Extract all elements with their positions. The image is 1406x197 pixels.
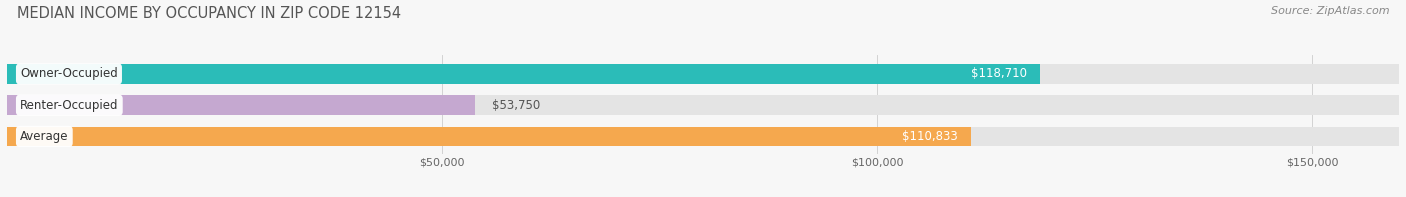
Bar bbox=[7, 96, 1399, 115]
Text: $118,710: $118,710 bbox=[970, 67, 1026, 80]
Bar bbox=[7, 127, 972, 146]
Text: MEDIAN INCOME BY OCCUPANCY IN ZIP CODE 12154: MEDIAN INCOME BY OCCUPANCY IN ZIP CODE 1… bbox=[17, 6, 401, 21]
Bar bbox=[7, 96, 475, 115]
Text: Owner-Occupied: Owner-Occupied bbox=[20, 67, 118, 80]
Text: Average: Average bbox=[20, 130, 69, 143]
Bar bbox=[7, 64, 1399, 84]
Bar bbox=[7, 127, 1399, 146]
Text: $110,833: $110,833 bbox=[903, 130, 957, 143]
Text: Renter-Occupied: Renter-Occupied bbox=[20, 99, 118, 112]
Bar bbox=[7, 64, 1040, 84]
Text: Source: ZipAtlas.com: Source: ZipAtlas.com bbox=[1271, 6, 1389, 16]
Text: $53,750: $53,750 bbox=[492, 99, 540, 112]
